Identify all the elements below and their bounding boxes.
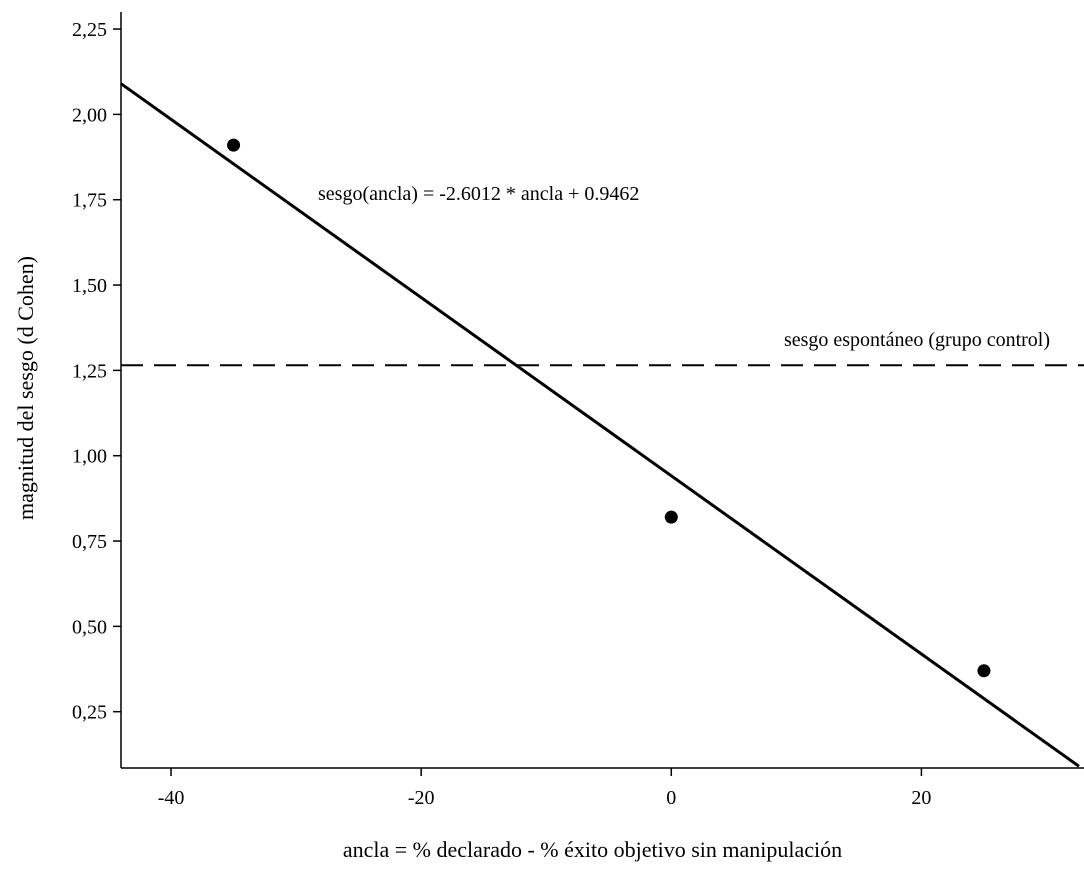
y-tick-label: 1,25 [72,360,107,382]
data-point [977,664,991,678]
regression-line [120,82,1080,768]
ticks: 0,25 0,50 0,75 1,00 1,25 1,50 1,75 2,00 2,25 -40 -… [72,19,931,809]
x-tick-label: 20 [911,787,931,809]
data-point [664,510,678,524]
reference-line-label: sesgo espontáneo (grupo control) [784,329,1050,351]
axes [120,12,1084,769]
y-axis-title: magnitud del sesgo (d Cohen) [13,256,38,520]
y-tick-label: 1,75 [72,190,107,212]
labels: sesgo(ancla) = -2.6012 * ancla + 0.9462 s… [13,183,1050,862]
data-point [227,138,241,152]
y-tick-label: 2,00 [72,104,107,126]
y-tick-label: 0,25 [72,702,107,724]
y-tick-label: 1,00 [72,446,107,468]
x-tick-label: 0 [666,787,676,809]
y-tick-label: 2,25 [72,19,107,41]
x-tick-label: -20 [408,787,435,809]
x-axis-title: ancla = % declarado - % éxito objetivo s… [343,837,842,862]
y-tick-label: 0,75 [72,531,107,553]
data-points [227,138,991,678]
regression-equation-label: sesgo(ancla) = -2.6012 * ancla + 0.9462 [318,183,639,205]
y-tick-label: 0,50 [72,616,107,638]
lines [120,82,1084,768]
y-tick-label: 1,50 [72,275,107,297]
x-tick-label: -40 [158,787,185,809]
